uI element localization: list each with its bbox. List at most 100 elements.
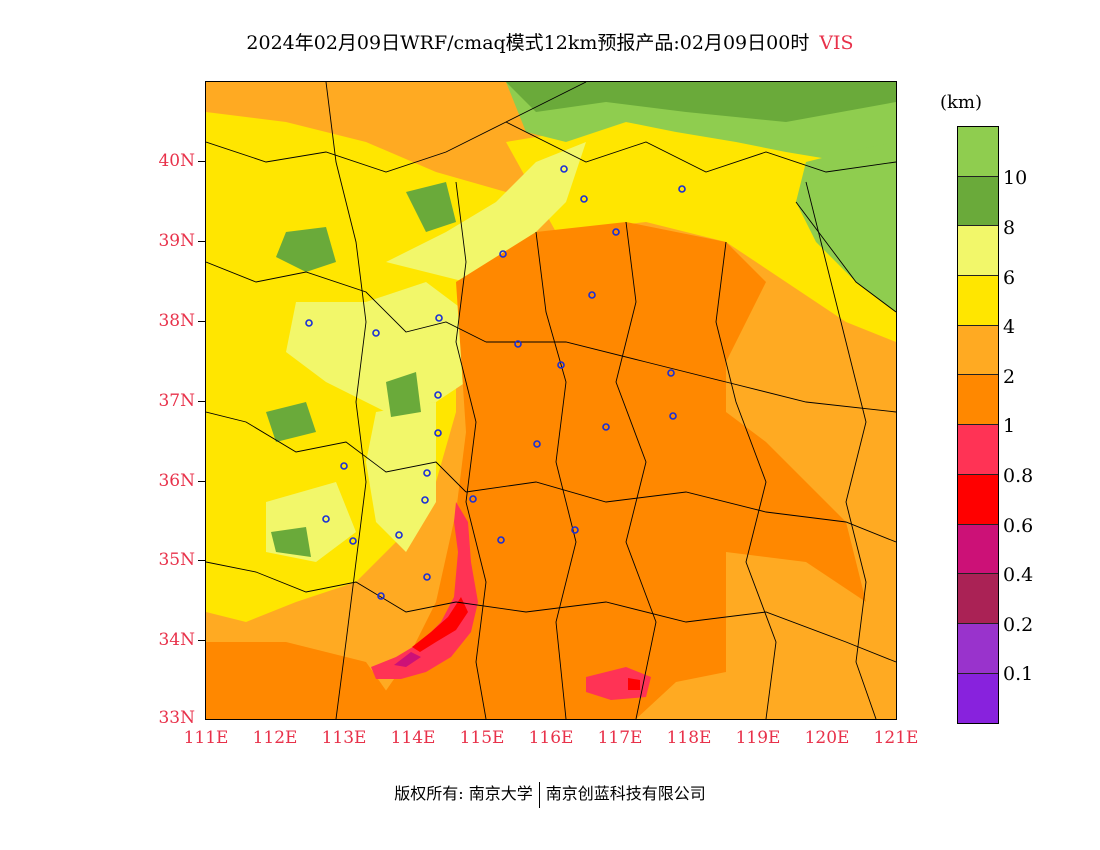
y-tickmark — [198, 241, 205, 242]
green-center — [386, 372, 421, 417]
y-tickmark — [198, 321, 205, 322]
city-marker — [372, 329, 380, 337]
red-patch-south — [586, 667, 651, 700]
city-marker — [395, 531, 403, 539]
colorbar-label: 0.1 — [1003, 663, 1034, 685]
colorbar-segment — [958, 673, 998, 724]
colorbar-label: 0.2 — [1003, 614, 1034, 636]
colorbar-label: 10 — [1003, 167, 1028, 189]
red-band — [371, 502, 478, 679]
y-tickmark — [198, 481, 205, 482]
city-marker — [421, 496, 429, 504]
colorbar-label: 0.6 — [1003, 515, 1034, 537]
city-marker — [557, 361, 565, 369]
colorbar-label: 0.8 — [1003, 465, 1034, 487]
green-ne — [796, 142, 896, 312]
y-tick-39n: 39N — [158, 231, 195, 251]
footer-left: 版权所有: 南京大学 — [394, 784, 533, 803]
city-marker — [497, 536, 505, 544]
colorbar-segment — [958, 623, 998, 674]
city-marker — [669, 412, 677, 420]
red-core — [412, 597, 468, 652]
colorbar-segment — [958, 474, 998, 525]
map-svg — [206, 82, 896, 719]
footer-right: 南京创蓝科技有限公司 — [545, 784, 706, 803]
colorbar-segment — [958, 276, 998, 326]
x-tick-114e: 114E — [390, 728, 436, 748]
city-marker — [602, 423, 610, 431]
city-marker — [533, 440, 541, 448]
city-marker — [678, 185, 686, 193]
green-sw — [271, 527, 311, 557]
colorbar — [957, 126, 999, 725]
lightyellow-center — [366, 402, 436, 552]
colorbar-segment — [958, 574, 998, 624]
city-marker — [349, 537, 357, 545]
y-tick-34n: 34N — [158, 630, 195, 650]
y-tickmark — [198, 640, 205, 641]
orange-se-light — [726, 552, 896, 719]
chart-title: 2024年02月09日WRF/cmaq模式12km预报产品:02月09日00时 V… — [0, 28, 1100, 55]
city-marker — [305, 319, 313, 327]
y-tick-38n: 38N — [158, 311, 195, 331]
colorbar-label: 0.4 — [1003, 564, 1034, 586]
city-marker — [423, 573, 431, 581]
city-marker — [499, 250, 507, 258]
colorbar-label: 4 — [1003, 316, 1016, 338]
footer-separator — [538, 781, 540, 808]
lightyellow-north — [386, 142, 586, 282]
y-tick-33n: 33N — [158, 708, 195, 728]
y-tickmark — [198, 161, 205, 162]
city-marker — [612, 228, 620, 236]
yellow-north — [506, 122, 896, 342]
colorbar-label: 8 — [1003, 217, 1016, 239]
colorbar-label: 6 — [1003, 267, 1016, 289]
green-west-2 — [406, 182, 456, 232]
variable-label: VIS — [819, 32, 854, 54]
magenta-core — [394, 652, 421, 667]
y-tick-35n: 35N — [158, 550, 195, 570]
colorbar-label: 2 — [1003, 366, 1016, 388]
y-tick-36n: 36N — [158, 471, 195, 491]
colorbar-segment — [958, 325, 998, 376]
y-tickmark — [198, 560, 205, 561]
x-tick-118e: 118E — [666, 728, 712, 748]
colorbar-segment — [958, 226, 998, 277]
city-marker — [377, 592, 385, 600]
city-marker — [340, 462, 348, 470]
colorbar-segment — [958, 524, 998, 575]
lightyellow-west — [286, 282, 466, 412]
city-marker — [322, 515, 330, 523]
city-marker — [571, 526, 579, 534]
y-tick-37n: 37N — [158, 391, 195, 411]
city-marker — [434, 429, 442, 437]
boundaries — [206, 82, 896, 719]
darkgreen-north — [506, 82, 896, 122]
colorbar-unit: (km) — [940, 92, 983, 113]
city-marker — [423, 469, 431, 477]
colorbar-segment — [958, 127, 998, 177]
green-west-3 — [266, 402, 316, 442]
x-tick-120e: 120E — [804, 728, 850, 748]
x-tick-121e: 121E — [873, 728, 919, 748]
visibility-map — [205, 81, 897, 720]
x-tick-117e: 117E — [597, 728, 643, 748]
city-marker — [514, 340, 522, 348]
city-marker — [580, 195, 588, 203]
city-marker — [667, 369, 675, 377]
title-text: 2024年02月09日WRF/cmaq模式12km预报产品:02月09日00时 — [246, 32, 810, 54]
city-marker — [588, 291, 596, 299]
colorbar-segment — [958, 375, 998, 426]
orange-sw — [206, 642, 406, 719]
x-tick-113e: 113E — [321, 728, 367, 748]
colorbar-label: 1 — [1003, 415, 1016, 437]
red-patch-core — [628, 678, 640, 690]
x-tick-119e: 119E — [735, 728, 781, 748]
copyright-footer: 版权所有: 南京大学 南京创蓝科技有限公司 — [0, 780, 1100, 808]
y-tick-40n: 40N — [158, 151, 195, 171]
city-marker — [434, 391, 442, 399]
x-tick-112e: 112E — [252, 728, 298, 748]
city-marker — [560, 165, 568, 173]
y-tickmark — [198, 401, 205, 402]
city-marker — [469, 495, 477, 503]
